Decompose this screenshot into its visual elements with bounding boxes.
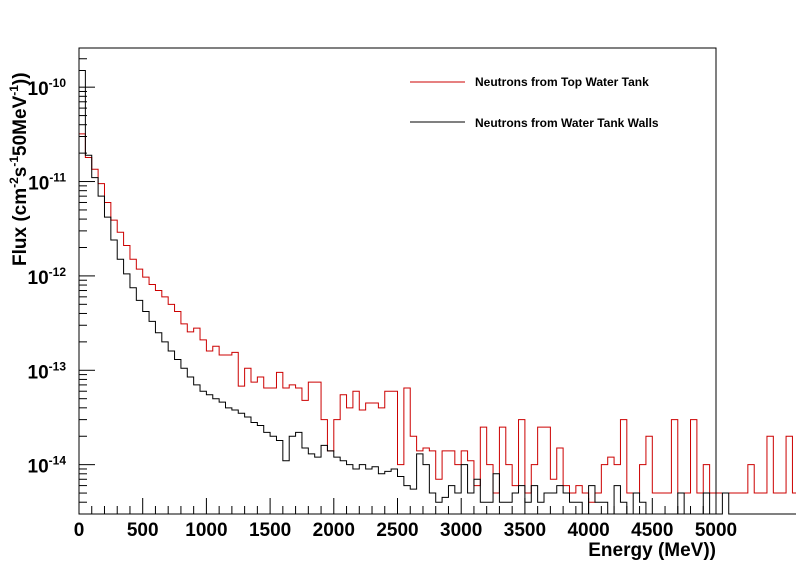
y-tick-label: 10-13: [28, 359, 67, 383]
plot-series: [78, 70, 796, 515]
y-tick-exponent: -14: [49, 454, 67, 468]
y-tick-base: 10: [28, 362, 49, 383]
y-tick-exponent: -12: [49, 265, 67, 279]
x-tick-label: 500: [127, 520, 159, 541]
x-tick-label: 3500: [504, 520, 546, 541]
series-line-0: [78, 133, 796, 514]
y-axis-title: Flux (cm-2s-150MeV-1)): [7, 72, 31, 266]
x-tick-label: 4500: [631, 520, 673, 541]
y-axis-title-part: 50MeV: [10, 95, 31, 156]
legend: Neutrons from Top Water Tank Neutrons fr…: [410, 75, 659, 130]
y-tick-label: 10-10: [28, 76, 67, 100]
x-tick-label: 2500: [376, 520, 418, 541]
y-tick-exponent: -11: [49, 171, 66, 185]
y-tick-base: 10: [28, 79, 49, 100]
x-tick-label: 3000: [440, 520, 482, 541]
x-tick-label: 2000: [313, 520, 355, 541]
y-tick-base: 10: [28, 174, 49, 195]
x-tick-label: 1000: [185, 520, 227, 541]
x-axis: 0 500 1000 1500 2000 2500 3000 3500 4000 4500 5000: [74, 498, 737, 541]
y-tick-label: 10-14: [28, 454, 67, 478]
y-axis-title-exp: -1: [7, 156, 21, 167]
x-tick-label: 0: [74, 520, 85, 541]
y-tick-exponent: -13: [49, 359, 67, 373]
series-line-1: [78, 70, 796, 515]
y-axis-title-exp: -1: [7, 85, 21, 96]
x-tick-label: 4000: [567, 520, 609, 541]
y-axis-title-exp: -2: [7, 177, 21, 188]
y-tick-label: 10-12: [28, 265, 67, 289]
x-tick-label: 1500: [249, 520, 291, 541]
legend-label-tank-walls: Neutrons from Water Tank Walls: [475, 116, 659, 130]
y-tick-exponent: -10: [49, 76, 67, 90]
x-tick-label: 5000: [695, 520, 737, 541]
x-axis-title: Energy (MeV)): [588, 540, 716, 561]
y-axis-title-part: s: [10, 167, 31, 178]
y-axis-title-part: Flux (cm: [10, 188, 31, 266]
y-tick-base: 10: [28, 268, 49, 289]
y-axis-title-part: )): [10, 72, 31, 85]
y-tick-label: 10-11: [28, 171, 66, 195]
legend-label-top-tank: Neutrons from Top Water Tank: [475, 75, 649, 89]
y-tick-base: 10: [28, 457, 49, 478]
